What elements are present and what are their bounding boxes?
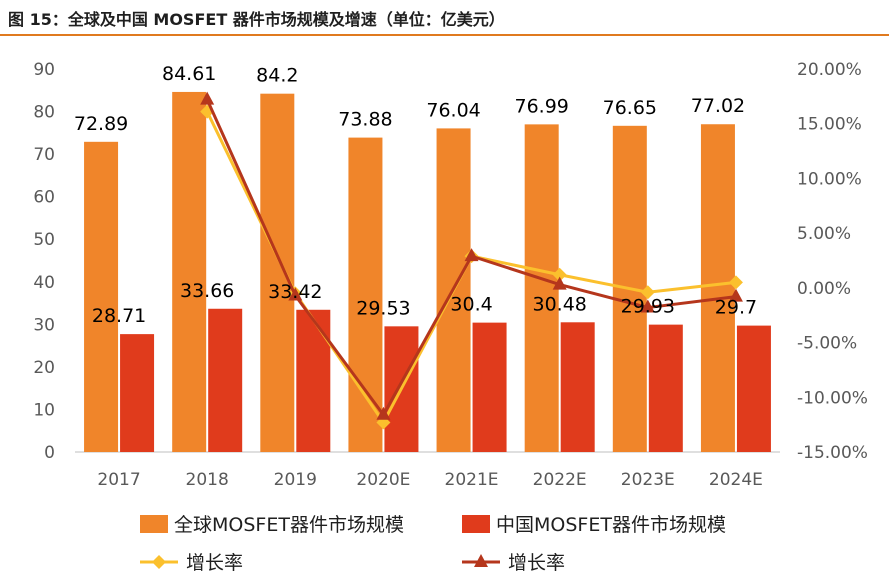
y-left-tick-label: 10 bbox=[33, 400, 55, 420]
y-right-tick-label: -5.00% bbox=[797, 334, 857, 354]
data-label-china: 29.93 bbox=[621, 296, 675, 318]
legend-label-growth-2: 增长率 bbox=[508, 552, 565, 574]
data-label-china: 28.71 bbox=[92, 305, 146, 327]
y-left-tick-label: 90 bbox=[33, 60, 55, 80]
legend-label-global: 全球MOSFET器件市场规模 bbox=[174, 514, 404, 536]
y-right-tick-label: 5.00% bbox=[797, 224, 851, 244]
y-left-tick-label: 40 bbox=[33, 273, 55, 293]
bar-global bbox=[524, 124, 559, 452]
data-label-china: 29.7 bbox=[715, 297, 757, 319]
y-left-tick-label: 80 bbox=[33, 103, 55, 123]
growth-point-triangle bbox=[728, 288, 743, 302]
bar-global bbox=[84, 141, 119, 452]
bar-china bbox=[560, 322, 595, 452]
y-left-tick-label: 70 bbox=[33, 145, 55, 165]
growth-point-triangle bbox=[640, 299, 655, 313]
figure-title: 图 15：全球及中国 MOSFET 器件市场规模及增速（单位：亿美元） bbox=[8, 10, 505, 29]
data-label-global: 73.88 bbox=[338, 109, 392, 131]
bar-global bbox=[260, 93, 295, 452]
x-tick-label: 2017 bbox=[97, 470, 140, 490]
x-tick-label: 2022E bbox=[533, 470, 587, 490]
growth-point-triangle bbox=[200, 91, 215, 105]
y-left-tick-label: 50 bbox=[33, 230, 55, 250]
data-label-china: 33.66 bbox=[180, 280, 234, 302]
figure-title-bar: 图 15：全球及中国 MOSFET 器件市场规模及增速（单位：亿美元） bbox=[0, 0, 889, 36]
x-tick-label: 2021E bbox=[445, 470, 499, 490]
title-divider bbox=[0, 34, 889, 36]
bar-china bbox=[296, 309, 331, 452]
legend-marker-diamond bbox=[152, 555, 166, 569]
data-label-china: 30.48 bbox=[532, 293, 586, 315]
y-right-tick-label: 20.00% bbox=[797, 60, 862, 80]
data-label-global: 76.04 bbox=[426, 99, 480, 121]
legend-swatch-global bbox=[140, 515, 168, 533]
bar-china bbox=[120, 334, 155, 452]
growth-point-triangle bbox=[464, 248, 479, 262]
x-tick-label: 2024E bbox=[709, 470, 763, 490]
bar-global bbox=[700, 124, 735, 452]
y-left-tick-label: 60 bbox=[33, 188, 55, 208]
y-right-tick-label: -15.00% bbox=[797, 443, 868, 463]
bar-china bbox=[208, 308, 243, 452]
data-label-global: 84.61 bbox=[162, 63, 216, 85]
y-left-tick-label: 0 bbox=[44, 443, 55, 463]
bar-global bbox=[348, 137, 383, 452]
x-tick-label: 2018 bbox=[186, 470, 229, 490]
growth-point-triangle bbox=[552, 276, 567, 290]
legend-label-growth-1: 增长率 bbox=[186, 552, 243, 574]
y-left-tick-label: 30 bbox=[33, 315, 55, 335]
growth-point-diamond bbox=[552, 267, 567, 282]
data-label-china: 29.53 bbox=[356, 297, 410, 319]
y-right-tick-label: 15.00% bbox=[797, 115, 862, 135]
bar-china bbox=[472, 322, 507, 452]
bar-china bbox=[736, 325, 771, 452]
data-label-global: 84.2 bbox=[256, 65, 298, 87]
y-right-tick-label: -10.00% bbox=[797, 388, 868, 408]
data-label-global: 72.89 bbox=[74, 113, 128, 135]
growth-point-triangle bbox=[288, 287, 303, 301]
data-label-china: 33.42 bbox=[268, 281, 322, 303]
x-tick-label: 2020E bbox=[356, 470, 410, 490]
data-label-global: 76.99 bbox=[514, 95, 568, 117]
bar-china bbox=[648, 324, 683, 452]
growth-point-triangle bbox=[376, 406, 391, 420]
data-label-china: 30.4 bbox=[450, 294, 492, 316]
y-right-tick-label: 0.00% bbox=[797, 279, 851, 299]
legend-swatch-china bbox=[462, 515, 490, 533]
growth-point-diamond bbox=[640, 285, 655, 300]
growth-point-diamond bbox=[728, 275, 743, 290]
x-tick-label: 2023E bbox=[621, 470, 675, 490]
bar-global bbox=[172, 91, 207, 453]
legend-marker-triangle bbox=[474, 554, 488, 567]
data-label-global: 77.02 bbox=[691, 95, 745, 117]
y-right-tick-label: 10.00% bbox=[797, 169, 862, 189]
y-left-tick-label: 20 bbox=[33, 358, 55, 378]
x-tick-label: 2019 bbox=[274, 470, 317, 490]
legend-label-china: 中国MOSFET器件市场规模 bbox=[496, 514, 726, 536]
data-label-global: 76.65 bbox=[603, 97, 657, 119]
